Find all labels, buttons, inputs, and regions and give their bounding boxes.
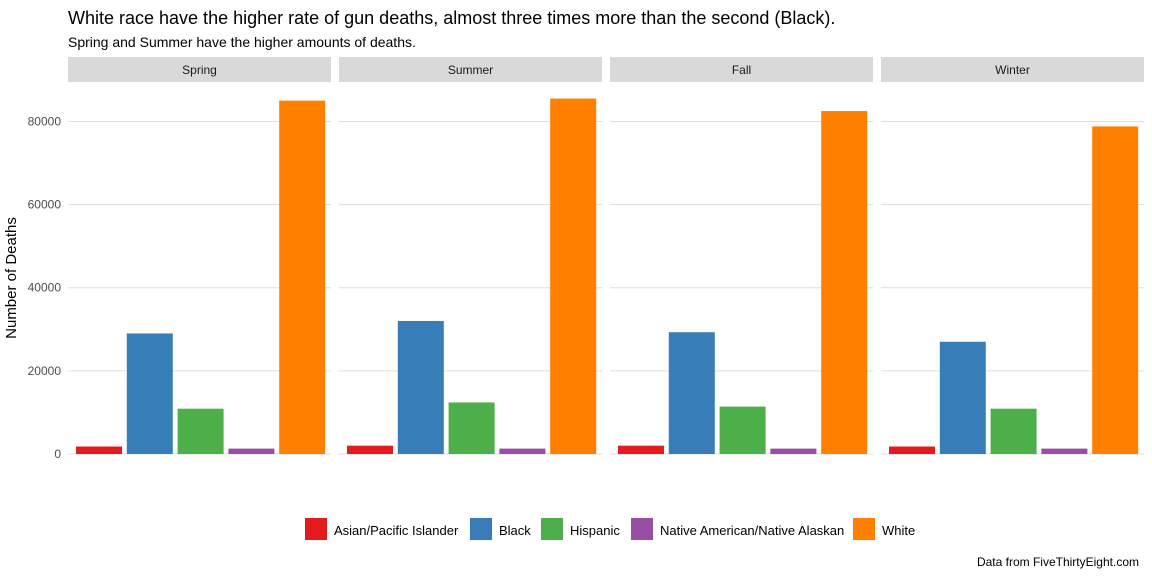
facet-panel-spring: Spring [68, 57, 331, 455]
legend: Asian/Pacific Islander Black Hispanic Nativ… [305, 518, 915, 540]
facet-strip-label: Fall [732, 63, 751, 77]
bar-native-american-native-alaskan [228, 448, 275, 454]
legend-label: Native American/Native Alaskan [660, 523, 844, 538]
y-tick-label: 40000 [28, 281, 62, 295]
legend-label: Black [499, 523, 531, 538]
legend-item: Native American/Native Alaskan [631, 518, 844, 540]
bar-hispanic [448, 402, 495, 454]
legend-item: White [853, 518, 915, 540]
y-tick-label: 0 [54, 447, 61, 461]
legend-swatch [470, 518, 492, 540]
y-axis-title: Number of Deaths [3, 217, 20, 339]
facet-panel-winter: Winter [881, 57, 1144, 455]
y-tick-label: 20000 [28, 364, 62, 378]
legend-label: White [882, 523, 915, 538]
legend-item: Hispanic [541, 518, 620, 540]
facet-panel-fall: Fall [610, 57, 873, 455]
bar-asian-pacific-islander [347, 445, 393, 454]
legend-item: Asian/Pacific Islander [305, 518, 459, 540]
chart-title: White race have the higher rate of gun d… [68, 8, 835, 28]
bar-native-american-native-alaskan [770, 448, 817, 454]
bar-white [821, 111, 868, 455]
facet-strip-label: Summer [448, 63, 493, 77]
facet-panels: 0 20000 40000 60000 80000 Spring Summer Fall Win… [28, 57, 1144, 461]
facet-strip [881, 57, 1144, 82]
bar-hispanic [990, 408, 1037, 454]
bar-asian-pacific-islander [618, 445, 664, 454]
bar-black [668, 332, 715, 454]
bar-black [126, 333, 173, 454]
facet-strip [68, 57, 331, 82]
legend-swatch [305, 518, 327, 540]
facet-panel-summer: Summer [339, 57, 602, 455]
legend-label: Asian/Pacific Islander [334, 523, 459, 538]
bar-white [550, 98, 597, 454]
bar-white [279, 100, 326, 454]
legend-label: Hispanic [570, 523, 620, 538]
bar-black [939, 341, 986, 454]
facet-strip-label: Winter [995, 63, 1030, 77]
facet-strip [610, 57, 873, 82]
legend-item: Black [470, 518, 531, 540]
bar-hispanic [719, 406, 766, 454]
chart-caption: Data from FiveThirtyEight.com [977, 555, 1139, 569]
bar-black [397, 320, 444, 454]
legend-swatch [541, 518, 563, 540]
chart-subtitle: Spring and Summer have the higher amount… [68, 34, 416, 50]
legend-swatch [853, 518, 875, 540]
bar-asian-pacific-islander [889, 446, 935, 454]
y-tick-label: 60000 [28, 198, 62, 212]
facet-strip [339, 57, 602, 82]
bar-hispanic [177, 408, 224, 454]
legend-swatch [631, 518, 653, 540]
bar-white [1092, 126, 1139, 454]
y-tick-label: 80000 [28, 114, 62, 128]
bar-native-american-native-alaskan [1041, 448, 1088, 454]
bar-native-american-native-alaskan [499, 448, 546, 454]
bar-asian-pacific-islander [76, 446, 122, 454]
facet-strip-label: Spring [182, 63, 217, 77]
